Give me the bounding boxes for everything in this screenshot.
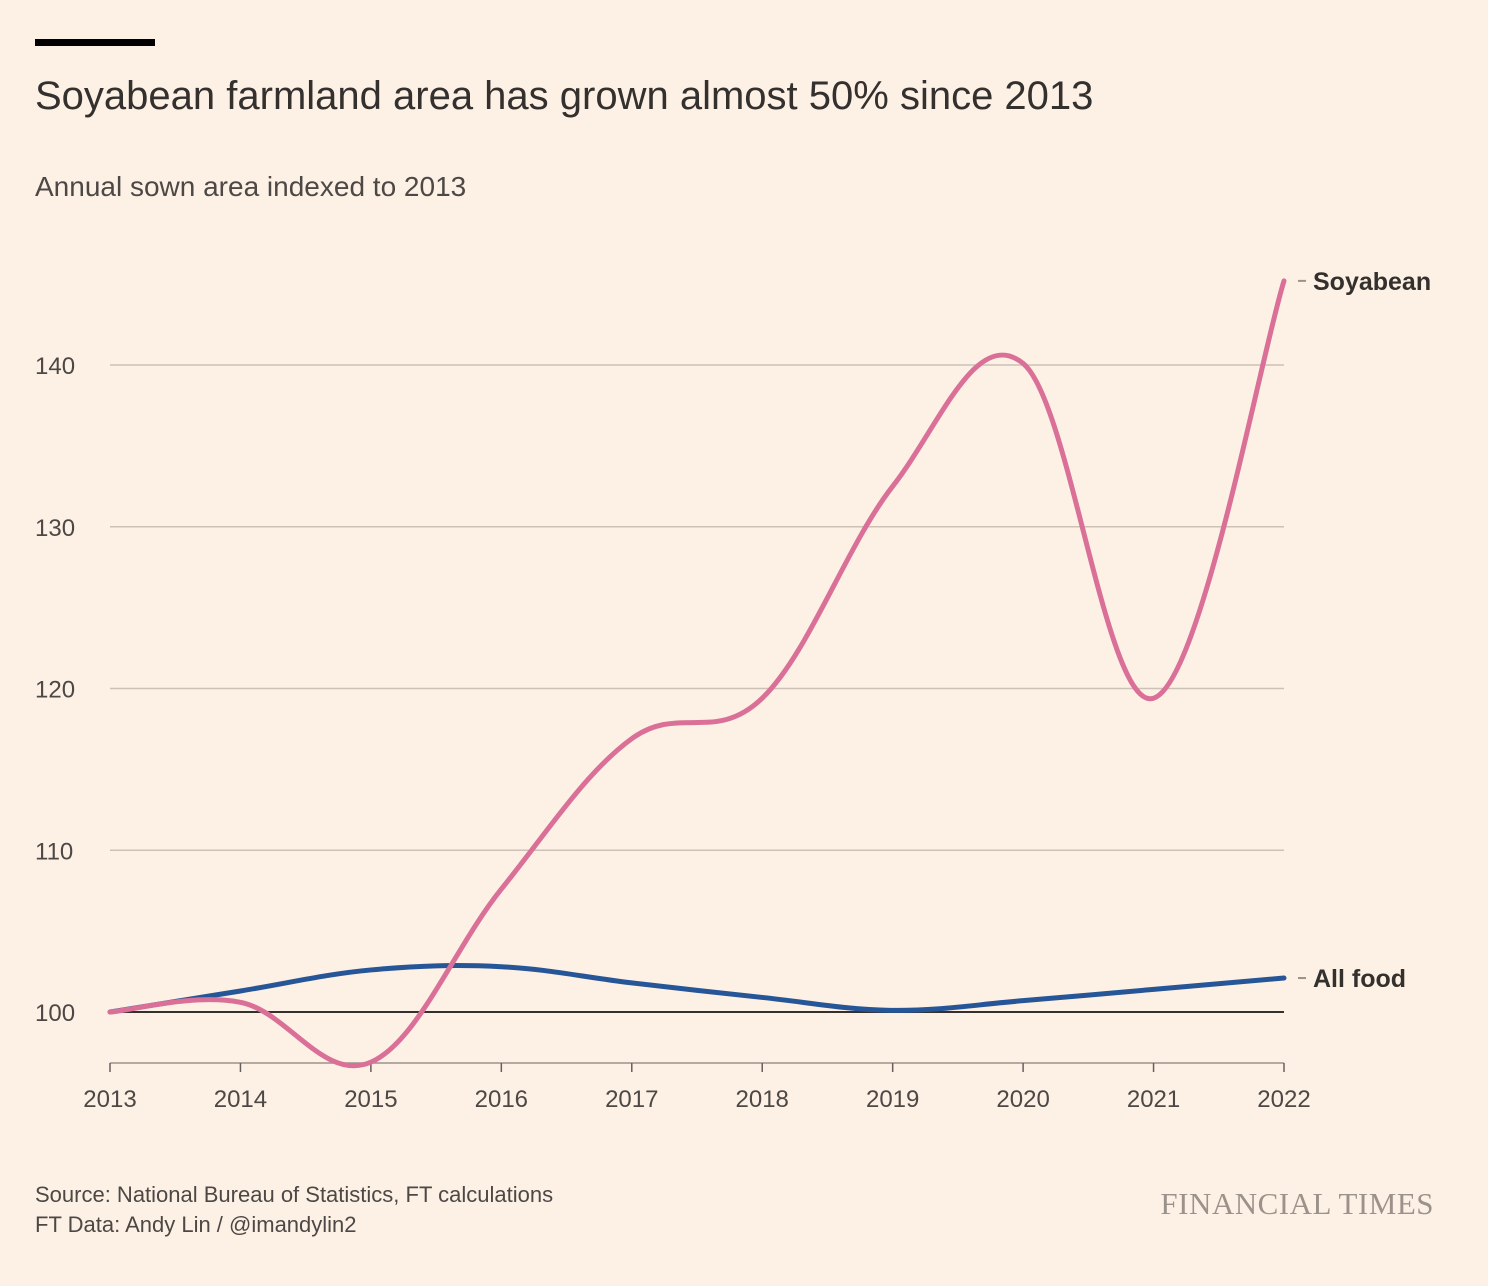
y-tick-label-120: 120 — [35, 677, 75, 704]
x-tick-label-2016: 2016 — [475, 1086, 528, 1113]
x-tick-label-2013: 2013 — [83, 1086, 136, 1113]
data-point-all-food-2018 — [760, 995, 765, 1000]
data-point-all-food-2015 — [368, 967, 373, 972]
footer-source: Source: National Bureau of Statistics, F… — [35, 1180, 553, 1240]
data-point-soyabean-2015 — [368, 1060, 373, 1065]
y-tick-label-140: 140 — [35, 353, 75, 380]
data-point-soyabean-2022 — [1282, 278, 1287, 283]
data-point-all-food-2021 — [1151, 987, 1156, 992]
data-point-soyabean-2021 — [1151, 696, 1156, 701]
data-point-soyabean-2018 — [760, 696, 765, 701]
series-line-all-food — [107, 963, 1287, 1015]
credit-text: FT Data: Andy Lin / @imandylin2 — [35, 1212, 357, 1237]
ft-logo: FINANCIAL TIMES — [1160, 1186, 1434, 1221]
series-line-soyabean — [107, 278, 1287, 1069]
x-tick-label-2018: 2018 — [736, 1086, 789, 1113]
data-point-soyabean-2014 — [238, 1000, 243, 1005]
x-tick-label-2020: 2020 — [996, 1086, 1049, 1113]
x-tick-label-2019: 2019 — [866, 1086, 919, 1113]
y-tick-label-130: 130 — [35, 515, 75, 542]
chart-title: Soyabean farmland area has grown almost … — [35, 74, 1094, 118]
data-point-all-food-2014 — [238, 988, 243, 993]
data-point-soyabean-2016 — [499, 887, 504, 892]
data-point-soyabean-2013 — [108, 1010, 113, 1015]
x-tick-label-2022: 2022 — [1257, 1086, 1310, 1113]
y-tick-label-110: 110 — [35, 838, 73, 865]
chart-subtitle: Annual sown area indexed to 2013 — [35, 171, 467, 202]
x-tick-label-2021: 2021 — [1127, 1086, 1180, 1113]
source-text: Source: National Bureau of Statistics, F… — [35, 1182, 554, 1207]
x-tick-label-2015: 2015 — [344, 1086, 397, 1113]
y-tick-label-100: 100 — [35, 1000, 75, 1027]
series-label-soyabean: Soyabean — [1313, 268, 1431, 296]
data-point-all-food-2017 — [629, 980, 634, 985]
series-label-all-food: All food — [1313, 965, 1406, 993]
data-point-all-food-2022 — [1282, 976, 1287, 981]
x-tick-label-2014: 2014 — [214, 1086, 267, 1113]
data-point-soyabean-2017 — [629, 736, 634, 741]
top-rule — [35, 39, 155, 46]
data-point-soyabean-2020 — [1021, 361, 1026, 366]
data-point-soyabean-2019 — [890, 484, 895, 489]
data-point-all-food-2020 — [1021, 998, 1026, 1003]
data-point-all-food-2016 — [499, 964, 504, 969]
data-point-all-food-2019 — [890, 1008, 895, 1013]
x-tick-label-2017: 2017 — [605, 1086, 658, 1113]
